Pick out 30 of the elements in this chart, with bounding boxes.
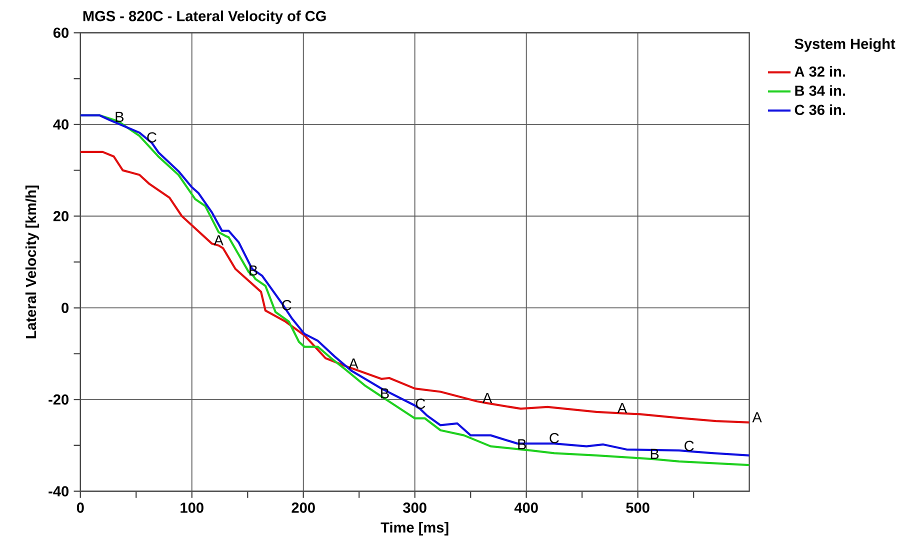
x-tick-label: 0 — [76, 502, 84, 513]
legend-label: A 32 in. — [794, 66, 846, 77]
annotation: A — [348, 358, 358, 369]
annotation: C — [684, 440, 694, 452]
annotation: C — [147, 132, 156, 143]
annotation: C — [550, 433, 559, 444]
x-tick-label: 500 — [626, 502, 650, 513]
chart-title: MGS - 820C - Lateral Velocity of CG — [83, 10, 326, 24]
x-tick-label: 200 — [292, 502, 315, 513]
line-series — [80, 151, 750, 424]
y-tick-label: 20 — [53, 211, 68, 222]
annotation: A — [214, 235, 224, 246]
y-axis-title: Lateral Velocity [km/h] — [25, 186, 39, 338]
y-tick-label: -20 — [48, 394, 68, 405]
x-tick-label: 400 — [514, 502, 538, 513]
y-tick-label: 0 — [62, 302, 68, 314]
annotation: B — [116, 112, 124, 122]
legend-title: System Height — [794, 38, 896, 52]
y-tick-label: 60 — [53, 28, 68, 38]
annotation: A — [752, 412, 762, 422]
legend-label: B 34 in. — [795, 85, 846, 96]
legend-label: C 36 in. — [794, 104, 846, 116]
x-axis-title: Time [ms] — [380, 522, 448, 536]
x-tick-label: 100 — [180, 502, 204, 513]
x-tick-label: 300 — [403, 502, 426, 513]
y-tick-label: 40 — [53, 119, 68, 130]
annotation: C — [416, 398, 426, 410]
annotation: A — [617, 403, 628, 414]
y-tick-label: -40 — [48, 486, 68, 497]
annotation: B — [650, 449, 659, 460]
